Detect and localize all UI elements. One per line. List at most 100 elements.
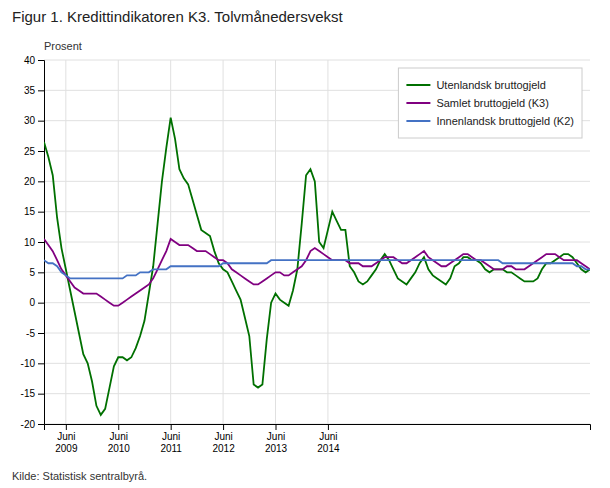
y-tick: -15 xyxy=(21,388,44,399)
grid-line-y xyxy=(44,333,590,334)
y-tick-label: 25 xyxy=(24,146,36,157)
y-tick-mark xyxy=(38,60,44,61)
legend-item: Innenlandsk bruttogjeld (K2) xyxy=(406,115,574,127)
grid-line-y xyxy=(44,151,590,152)
x-tick-label: Juni2012 xyxy=(212,431,235,454)
x-tick-label-line: 2012 xyxy=(212,443,235,454)
y-tick-mark xyxy=(38,394,44,395)
y-tick-mark xyxy=(38,272,44,273)
legend-swatch xyxy=(406,84,430,86)
x-tick-mark xyxy=(328,424,329,430)
y-tick-mark xyxy=(38,363,44,364)
y-tick-label: 0 xyxy=(29,297,35,308)
y-tick: 40 xyxy=(24,55,44,66)
y-tick-label: 5 xyxy=(29,267,35,278)
chart: Figur 1. Kredittindikatoren K3. Tolvmåne… xyxy=(0,0,610,488)
x-tick: Juni2009 xyxy=(55,424,78,454)
legend-label: Utenlandsk bruttogjeld xyxy=(436,79,545,91)
x-tick-label: Juni2011 xyxy=(160,431,182,454)
y-tick: 15 xyxy=(24,206,44,217)
y-tick-mark xyxy=(38,333,44,334)
y-tick-label: 15 xyxy=(24,206,36,217)
y-tick-label: 10 xyxy=(24,237,36,248)
line xyxy=(44,260,590,278)
y-tick: 30 xyxy=(24,115,44,126)
y-tick: -5 xyxy=(26,328,44,339)
y-tick-label: 35 xyxy=(24,85,36,96)
legend-label: Innenlandsk bruttogjeld (K2) xyxy=(436,115,574,127)
legend-item: Utenlandsk bruttogjeld xyxy=(406,79,545,91)
x-tick-label-line: Juni xyxy=(110,431,128,442)
x-axis-line xyxy=(45,425,591,431)
y-tick: 35 xyxy=(24,85,44,96)
x-tick-label: Juni2009 xyxy=(55,431,78,454)
grid-line-x xyxy=(223,60,224,424)
y-tick-mark xyxy=(38,303,44,304)
source: Kilde: Statistisk sentralbyrå. xyxy=(12,470,147,482)
y-tick: 5 xyxy=(29,267,44,278)
y-tick: 20 xyxy=(24,176,44,187)
x-tick-label-line: 2010 xyxy=(108,443,131,454)
grid-line-y xyxy=(44,60,590,61)
x-tick: Juni2012 xyxy=(212,424,235,454)
grid-line-x xyxy=(118,60,119,424)
x-tick-mark xyxy=(66,424,67,430)
y-tick-mark xyxy=(38,90,44,91)
x-tick-label-line: 2014 xyxy=(317,443,340,454)
grid-line-x xyxy=(65,60,66,424)
y-tick: 10 xyxy=(24,237,44,248)
x-tick-label: Juni2010 xyxy=(108,431,131,454)
y-tick-label: 20 xyxy=(24,176,36,187)
y-axis-label: Prosent xyxy=(44,40,82,52)
line xyxy=(44,239,590,306)
y-tick: -20 xyxy=(21,419,44,430)
y-axis: -20 -15 -10 -5 0 5 10 15 20 25 30 35 40 xyxy=(21,55,45,430)
grid-line-y xyxy=(44,181,590,182)
x-tick-mark xyxy=(276,424,277,430)
x-tick-label-line: 2009 xyxy=(55,443,78,454)
y-tick-label: 30 xyxy=(24,115,36,126)
x-tick-label-line: 2013 xyxy=(265,443,288,454)
grid-line-y xyxy=(44,302,590,303)
x-tick: Juni2013 xyxy=(265,424,288,454)
y-tick-mark xyxy=(38,212,44,213)
plot: -20-15-10-50510152025303540Juni2009Juni2… xyxy=(21,55,591,454)
legend-swatch xyxy=(406,120,430,122)
y-tick-label: -15 xyxy=(21,388,36,399)
y-tick-mark xyxy=(38,424,44,425)
chart-container: Figur 1. Kredittindikatoren K3. Tolvmåne… xyxy=(0,0,610,488)
y-tick: 0 xyxy=(29,297,44,308)
x-tick-label: Juni2014 xyxy=(317,431,340,454)
x-tick-label: Juni2013 xyxy=(265,431,288,454)
legend-box xyxy=(398,68,582,138)
y-tick-mark xyxy=(38,151,44,152)
x-tick: Juni2011 xyxy=(160,424,182,454)
x-tick-mark xyxy=(171,424,172,430)
x-tick: Juni2010 xyxy=(108,424,131,454)
x-tick-label-line: Juni xyxy=(162,431,180,442)
x-tick-label-line: Juni xyxy=(319,431,337,442)
y-tick-label: -5 xyxy=(26,328,35,339)
grid-line-x xyxy=(327,60,328,424)
grid xyxy=(44,60,590,424)
x-axis: Juni2009Juni2010Juni2011Juni2012Juni2013… xyxy=(45,424,591,454)
y-tick-label: -10 xyxy=(21,358,36,369)
y-axis-line xyxy=(38,61,45,425)
x-tick-mark xyxy=(118,424,119,430)
y-tick-mark xyxy=(38,181,44,182)
x-tick-mark xyxy=(223,424,224,430)
grid-line-y xyxy=(44,363,590,364)
legend: Utenlandsk bruttogjeld Samlet bruttogjeld… xyxy=(398,68,582,138)
grid-line-y xyxy=(44,242,590,243)
x-tick-label-line: 2011 xyxy=(160,443,182,454)
x-tick-label-line: Juni xyxy=(57,431,75,442)
x-tick: Juni2014 xyxy=(317,424,340,454)
y-tick-mark xyxy=(38,121,44,122)
lines xyxy=(44,118,590,415)
legend-item: Samlet bruttogjeld (K3) xyxy=(406,97,549,109)
title: Figur 1. Kredittindikatoren K3. Tolvmåne… xyxy=(12,8,344,25)
y-tick: -10 xyxy=(21,358,44,369)
legend-label: Samlet bruttogjeld (K3) xyxy=(436,97,549,109)
y-tick-label: -20 xyxy=(21,419,36,430)
legend-swatch xyxy=(406,102,430,104)
